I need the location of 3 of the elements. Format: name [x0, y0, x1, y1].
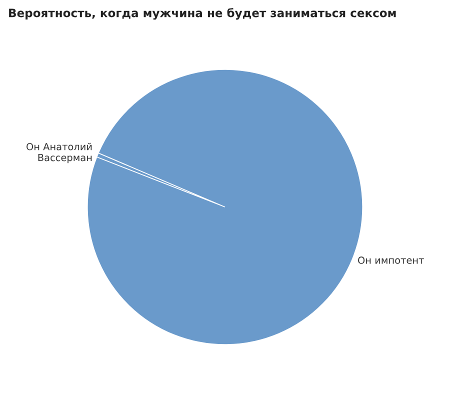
slice-label: Он импотент: [358, 256, 424, 264]
chart-title: Вероятность, когда мужчина не будет заниматься сексом: [9, 8, 396, 20]
slice-label: Он Анатолий Вассерман: [26, 142, 92, 164]
